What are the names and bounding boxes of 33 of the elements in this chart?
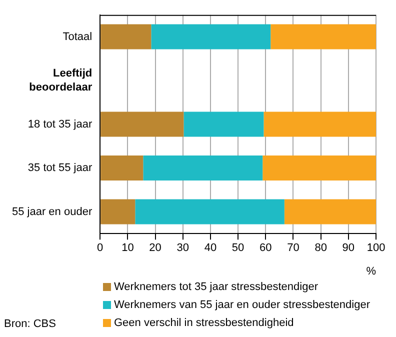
x-tick-label: 20 xyxy=(149,242,162,254)
bar xyxy=(100,112,184,137)
bar xyxy=(100,24,152,50)
bar xyxy=(284,199,376,224)
x-tick-label: 30 xyxy=(176,242,190,254)
x-tick-label: 0 xyxy=(97,242,104,254)
bar xyxy=(270,24,376,50)
x-tick-label: 100 xyxy=(366,242,386,254)
bar xyxy=(264,112,376,137)
bar xyxy=(262,156,376,180)
x-tick-label: 80 xyxy=(314,242,327,254)
bar xyxy=(184,112,264,137)
y-tick-label: 18 tot 35 jaar xyxy=(28,118,92,130)
x-tick-label: 60 xyxy=(260,242,272,254)
y-tick-label: Leeftijd beoordelaar xyxy=(29,68,93,94)
legend-label: Werknemers tot 35 jaar stressbestendiger xyxy=(114,281,318,293)
y-tick-label: 55 jaar en ouder xyxy=(12,206,92,218)
bar xyxy=(100,156,144,180)
bar xyxy=(135,199,284,224)
legend-label: Werknemers van 55 jaar en ouder stressbestendiger xyxy=(114,299,370,311)
text: Bron: CBS xyxy=(4,318,56,330)
x-tick-label: 70 xyxy=(287,242,300,254)
bar xyxy=(143,156,263,180)
x-tick-label: 90 xyxy=(342,242,355,254)
y-tick-label: Totaal xyxy=(62,30,92,43)
x-tick-label: 50 xyxy=(232,242,244,254)
legend-label: Geen verschil in stressbestendigheid xyxy=(114,317,294,329)
bar xyxy=(100,199,136,224)
x-tick-label: 10 xyxy=(122,242,134,254)
x-axis-title: % xyxy=(366,265,376,278)
bar xyxy=(151,24,271,50)
x-tick-label: 40 xyxy=(204,242,217,254)
y-tick-label: 35 tot 55 jaar xyxy=(28,162,92,174)
